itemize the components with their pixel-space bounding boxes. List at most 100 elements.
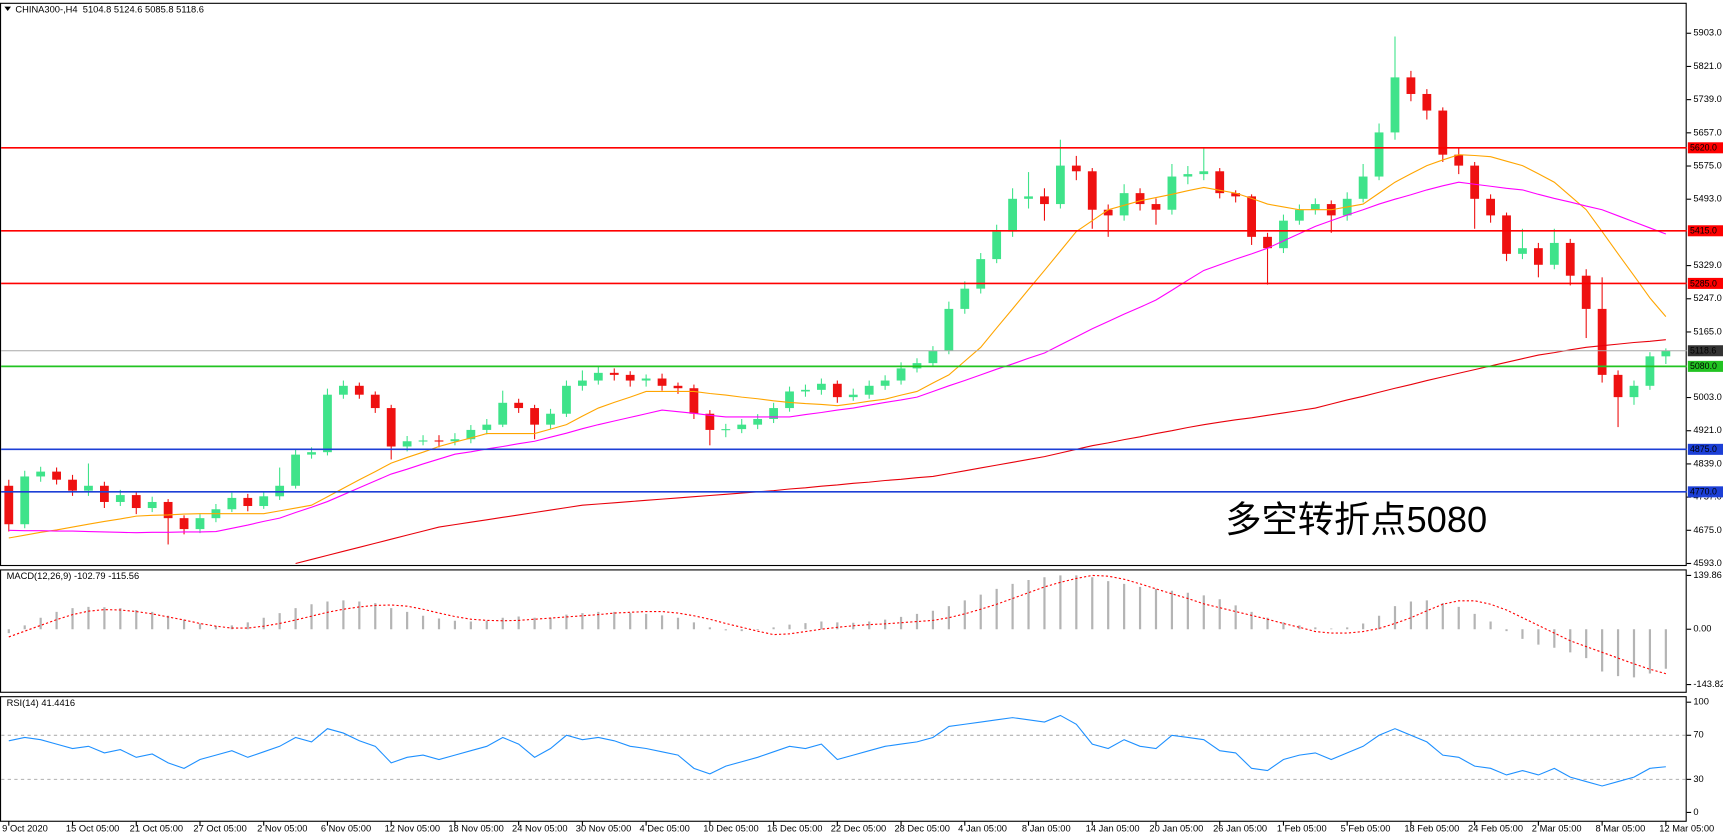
x-tick-label: 27 Oct 05:00 [193, 823, 246, 833]
x-tick-label: 2 Mar 05:00 [1532, 823, 1582, 833]
y-tick-label: 5329.0 [1693, 260, 1722, 270]
y-tick-label: 4593.0 [1693, 558, 1722, 568]
candle-body [1215, 171, 1225, 194]
y-tick-label: 30 [1693, 774, 1703, 784]
candle-body [227, 497, 237, 510]
candle-body [609, 372, 619, 375]
x-tick-label: 15 Oct 05:00 [66, 823, 119, 833]
x-tick-label: 21 Oct 05:00 [130, 823, 183, 833]
x-tick-label: 22 Dec 05:00 [831, 823, 887, 833]
candle-body [1040, 196, 1049, 205]
y-tick-label: 5739.0 [1693, 94, 1722, 104]
candle-body [4, 485, 14, 525]
candle-body [673, 385, 683, 389]
x-tick-label: 18 Nov 05:00 [448, 823, 504, 833]
candle-body [1470, 165, 1480, 199]
candle-body [291, 454, 300, 486]
x-tick-label: 28 Dec 05:00 [894, 823, 950, 833]
panel-label: CHINA300-,H4 5104.8 5124.6 5085.8 5118.6 [15, 4, 204, 14]
candle-body [450, 439, 460, 442]
y-tick-label: 100 [1693, 697, 1709, 707]
candle-body [705, 413, 715, 430]
y-tick-label: 5247.0 [1693, 293, 1722, 303]
x-tick-label: 5 Feb 05:00 [1341, 823, 1391, 833]
candle-body [1167, 176, 1177, 210]
candle-body [546, 413, 555, 425]
candle-body [1008, 198, 1017, 232]
y-tick-label: 4675.0 [1693, 525, 1722, 535]
candle-body [1549, 242, 1559, 265]
candle-body [1661, 350, 1671, 357]
candle-body [36, 471, 46, 477]
x-tick-label: 20 Jan 05:00 [1149, 823, 1203, 833]
candle-body [1247, 196, 1256, 237]
candle-body [68, 479, 77, 491]
x-tick-label: 14 Jan 05:00 [1086, 823, 1140, 833]
candle-body [323, 394, 332, 453]
y-tick-label: 5657.0 [1693, 127, 1722, 137]
panel-label: MACD(12,26,9) -102.79 -115.56 [7, 571, 140, 581]
x-tick-label: 4 Jan 05:00 [958, 823, 1007, 833]
candle-body [880, 380, 890, 386]
panel-frame [0, 2, 1687, 567]
candle-body [689, 388, 699, 414]
candle-body [801, 389, 810, 392]
x-tick-label: 2 Nov 05:00 [257, 823, 307, 833]
candle-body [147, 501, 157, 509]
candle-body [1151, 204, 1161, 210]
candle-body [896, 368, 906, 381]
candle-body [195, 518, 205, 530]
candle-body [498, 402, 508, 425]
candle-body [1263, 236, 1272, 249]
candle-body [131, 495, 141, 509]
candle-body [1183, 174, 1193, 177]
candle-body [418, 440, 428, 442]
candle-body [1597, 308, 1607, 375]
candle-body [84, 485, 93, 491]
candle-body [960, 288, 970, 309]
candle-body [1231, 193, 1241, 197]
candle-body [243, 497, 253, 507]
candle-body [482, 424, 492, 430]
candle-body [1406, 77, 1416, 94]
candle-body [354, 385, 364, 395]
candle-body [52, 471, 61, 480]
x-tick-label: 4 Dec 05:00 [640, 823, 690, 833]
candle-body [1486, 198, 1495, 216]
panel-frame [0, 696, 1687, 822]
candle-body [338, 385, 348, 395]
candle-body [402, 441, 412, 447]
x-tick-label: 9 Oct 2020 [2, 823, 48, 833]
x-tick-label: 1 Feb 05:00 [1277, 823, 1327, 833]
annotation: 多空转折点5080 [1225, 499, 1487, 540]
candle-body [625, 374, 635, 381]
panel-frame [0, 569, 1687, 693]
level-tag-label: 4875.0 [1690, 444, 1717, 454]
y-tick-label: -143.82 [1693, 679, 1723, 689]
candle-body [1279, 220, 1288, 249]
candle-body [1533, 248, 1543, 265]
candle-body [562, 385, 571, 414]
candle-body [1071, 165, 1081, 172]
y-tick-label: 139.86 [1693, 570, 1722, 580]
level-tag-label: 5285.0 [1690, 278, 1717, 288]
level-tag-label: 5415.0 [1690, 226, 1717, 236]
y-tick-label: 5575.0 [1693, 160, 1722, 170]
y-tick-label: 5903.0 [1693, 28, 1722, 38]
level-tag [1687, 486, 1723, 498]
candle-body [992, 231, 1002, 260]
candle-body [1502, 215, 1511, 254]
level-tag [1687, 443, 1723, 455]
candle-body [577, 380, 587, 386]
x-tick-label: 16 Dec 05:00 [767, 823, 823, 833]
candle-body [1438, 110, 1448, 155]
x-tick-label: 8 Mar 05:00 [1596, 823, 1646, 833]
y-tick-label: 0 [1693, 807, 1698, 817]
moving-average [8, 181, 1667, 534]
x-tick-label: 10 Dec 05:00 [703, 823, 759, 833]
panel-plot [1, 714, 1687, 787]
candle-body [1294, 209, 1304, 221]
level-tag [1687, 277, 1723, 289]
